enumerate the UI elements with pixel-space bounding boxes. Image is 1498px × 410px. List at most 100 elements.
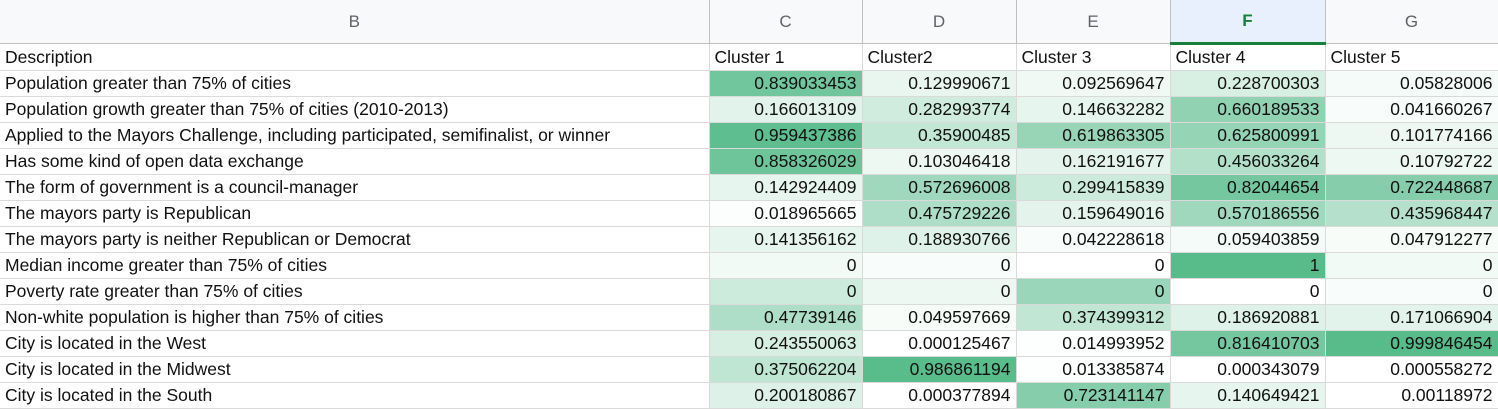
value-cell[interactable]: 0 — [1016, 252, 1171, 279]
value-cell[interactable]: 0.35900485 — [862, 122, 1017, 149]
value-cell[interactable]: 0.129990671 — [862, 70, 1017, 97]
table-row: Poverty rate greater than 75% of cities 0… — [0, 278, 1498, 305]
table-row: Population greater than 75% of cities 0.8… — [0, 70, 1498, 97]
row-label-cell[interactable]: Population greater than 75% of cities — [0, 70, 710, 97]
value-cell[interactable]: 0.999846454 — [1325, 330, 1498, 357]
value-cell[interactable]: 0.435968447 — [1325, 200, 1498, 227]
value-cell[interactable]: 0.059403859 — [1170, 226, 1326, 253]
value-cell[interactable]: 0.47739146 — [709, 304, 863, 331]
value-cell[interactable]: 0.816410703 — [1170, 330, 1326, 357]
value-cell[interactable]: 0.243550063 — [709, 330, 863, 357]
value-cell[interactable]: 0.162191677 — [1016, 148, 1171, 175]
row-label-cell[interactable]: Median income greater than 75% of cities — [0, 252, 710, 279]
value-cell[interactable]: 0.475729226 — [862, 200, 1017, 227]
value-cell[interactable]: 0.625800991 — [1170, 122, 1326, 149]
value-cell[interactable]: 0.146632282 — [1016, 96, 1171, 123]
value-cell[interactable]: 0.018965665 — [709, 200, 863, 227]
value-cell[interactable]: 0.299415839 — [1016, 174, 1171, 201]
value-cell[interactable]: 0.142924409 — [709, 174, 863, 201]
value-cell[interactable]: 0 — [709, 252, 863, 279]
value-cell[interactable]: 0.572696008 — [862, 174, 1017, 201]
value-cell[interactable]: 0.103046418 — [862, 148, 1017, 175]
value-cell[interactable]: 0.188930766 — [862, 226, 1017, 253]
value-cell[interactable]: 0.047912277 — [1325, 226, 1498, 253]
value-cell[interactable]: 0.166013109 — [709, 96, 863, 123]
row-label-cell[interactable]: The mayors party is neither Republican o… — [0, 226, 710, 253]
column-header-g[interactable]: G — [1325, 0, 1498, 44]
value-cell[interactable]: 1 — [1170, 252, 1326, 279]
value-cell[interactable]: 0 — [862, 278, 1017, 305]
value-cell[interactable]: 0.042228618 — [1016, 226, 1171, 253]
value-cell[interactable]: 0.013385874 — [1016, 356, 1171, 383]
value-cell[interactable]: 0.82044654 — [1170, 174, 1326, 201]
value-cell[interactable]: 0 — [1170, 278, 1326, 305]
value-cell[interactable]: 0.723141147 — [1016, 382, 1171, 409]
column-header-f[interactable]: F — [1170, 0, 1326, 45]
value-cell[interactable]: 0.014993952 — [1016, 330, 1171, 357]
header-cell-cluster-2[interactable]: Cluster2 — [862, 43, 1017, 71]
value-cell[interactable]: 0.959437386 — [709, 122, 863, 149]
row-label-cell[interactable]: City is located in the West — [0, 330, 710, 357]
value-cell[interactable]: 0.000343079 — [1170, 356, 1326, 383]
value-cell[interactable]: 0 — [1325, 278, 1498, 305]
header-cell-cluster-4[interactable]: Cluster 4 — [1170, 43, 1326, 71]
value-cell[interactable]: 0.171066904 — [1325, 304, 1498, 331]
value-cell[interactable]: 0.000377894 — [862, 382, 1017, 409]
value-cell[interactable]: 0.092569647 — [1016, 70, 1171, 97]
value-cell[interactable]: 0.858326029 — [709, 148, 863, 175]
value-cell[interactable]: 0.374399312 — [1016, 304, 1171, 331]
row-label-cell[interactable]: Has some kind of open data exchange — [0, 148, 710, 175]
header-cell-description[interactable]: Description — [0, 43, 710, 71]
header-cell-cluster-1[interactable]: Cluster 1 — [709, 43, 863, 71]
row-label-cell[interactable]: Applied to the Mayors Challenge, includi… — [0, 122, 710, 149]
value-cell[interactable]: 0.839033453 — [709, 70, 863, 97]
value-cell[interactable]: 0.140649421 — [1170, 382, 1326, 409]
row-label-cell[interactable]: The mayors party is Republican — [0, 200, 710, 227]
value-cell[interactable]: 0 — [709, 278, 863, 305]
value-cell[interactable]: 0.375062204 — [709, 356, 863, 383]
column-header-e[interactable]: E — [1016, 0, 1171, 44]
row-label-cell[interactable]: The form of government is a council-mana… — [0, 174, 710, 201]
value-cell[interactable]: 0.619863305 — [1016, 122, 1171, 149]
column-header-b[interactable]: B — [0, 0, 710, 44]
value-cell[interactable]: 0.986861194 — [862, 356, 1017, 383]
value-cell[interactable]: 0 — [1016, 278, 1171, 305]
value-cell[interactable]: 0.00118972 — [1325, 382, 1498, 409]
value-cell[interactable]: 0.141356162 — [709, 226, 863, 253]
value-cell[interactable]: 0.228700303 — [1170, 70, 1326, 97]
row-label-cell[interactable]: City is located in the Midwest — [0, 356, 710, 383]
table-row: City is located in the West 0.243550063 0.… — [0, 330, 1498, 357]
value-cell[interactable]: 0.200180867 — [709, 382, 863, 409]
table-row: Non-white population is higher than 75% … — [0, 304, 1498, 331]
value-cell[interactable]: 0.456033264 — [1170, 148, 1326, 175]
value-cell[interactable]: 0.722448687 — [1325, 174, 1498, 201]
row-label-cell[interactable]: Population growth greater than 75% of ci… — [0, 96, 710, 123]
value-cell[interactable]: 0.10792722 — [1325, 148, 1498, 175]
row-label-cell[interactable]: Non-white population is higher than 75% … — [0, 304, 710, 331]
value-cell[interactable]: 0 — [862, 252, 1017, 279]
header-cell-cluster-3[interactable]: Cluster 3 — [1016, 43, 1171, 71]
value-cell[interactable]: 0.000125467 — [862, 330, 1017, 357]
value-cell[interactable]: 0.000558272 — [1325, 356, 1498, 383]
column-header-d[interactable]: D — [862, 0, 1017, 44]
column-header-c[interactable]: C — [709, 0, 863, 44]
table-row: City is located in the South 0.200180867 0… — [0, 382, 1498, 409]
table-row: The form of government is a council-mana… — [0, 174, 1498, 201]
value-cell[interactable]: 0.660189533 — [1170, 96, 1326, 123]
value-cell[interactable]: 0.05828006 — [1325, 70, 1498, 97]
value-cell[interactable]: 0.041660267 — [1325, 96, 1498, 123]
header-cell-cluster-5[interactable]: Cluster 5 — [1325, 43, 1498, 71]
row-label-cell[interactable]: City is located in the South — [0, 382, 710, 409]
value-cell[interactable]: 0.101774166 — [1325, 122, 1498, 149]
table-row: Has some kind of open data exchange 0.858… — [0, 148, 1498, 175]
value-cell[interactable]: 0.570186556 — [1170, 200, 1326, 227]
row-label-cell[interactable]: Poverty rate greater than 75% of cities — [0, 278, 710, 305]
value-cell[interactable]: 0.159649016 — [1016, 200, 1171, 227]
value-cell[interactable]: 0.186920881 — [1170, 304, 1326, 331]
value-cell[interactable]: 0 — [1325, 252, 1498, 279]
value-cell[interactable]: 0.049597669 — [862, 304, 1017, 331]
value-cell[interactable]: 0.282993774 — [862, 96, 1017, 123]
